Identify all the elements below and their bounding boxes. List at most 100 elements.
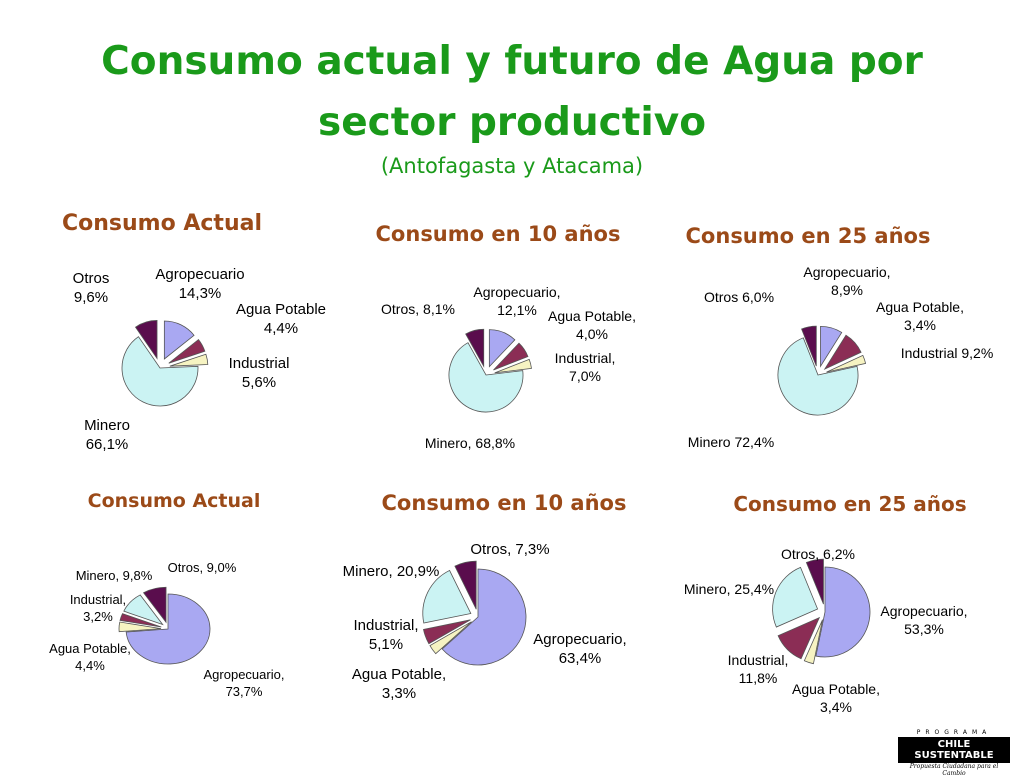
pie5-label-line: Otros, 7,3% [470,541,549,558]
pie5-label-line: 63,4% [559,650,602,667]
pie3-label-line: Agropecuario, [803,264,890,280]
chart-title-4: Consumo Actual [87,490,261,512]
pie6-label-otros: Otros, 6,2% [781,546,855,562]
pie5-label-minero: Minero, 20,9% [343,563,440,580]
pie4-label-minero: Minero, 9,8% [76,568,153,583]
pie2-label-agropecuario: Agropecuario, 12,1% [473,284,560,318]
pie6-slice-industrial [777,616,821,660]
pie-chart-5: Agropecuario, 63,4% Agua Potable, 3,3% Indus… [343,541,627,702]
pie3-label-line: Otros 6,0% [704,289,774,305]
pie4-slice-otros [142,586,167,624]
pie5-slice-industrial [423,619,471,645]
pie4-label-line: Minero, 9,8% [76,568,153,583]
pie3-slice-industrial [823,334,862,370]
pie2-slice-minero [448,342,524,413]
pie3-slice-minero [777,337,859,416]
pie3-label-industrial: Industrial 9,2% [901,345,994,361]
pie5-label-line: 5,1% [369,636,403,653]
pie4-label-line: 73,7% [226,684,263,699]
pie1-slice-otros [134,320,158,360]
pie1-slice-agua-potable [169,353,209,367]
pie2-label-line: Industrial, [555,350,616,366]
pie1-label-otros: Otros 9,6% [73,270,110,306]
pie6-label-line: Industrial, [728,652,789,668]
pie5-label-line: Agua Potable, [352,666,446,683]
pie-chart-1: Agropecuario 14,3% Industrial 5,6% Agua Pota… [73,266,326,453]
pie6-slice-agropecuario [815,566,871,658]
pie5-label-line: 3,3% [382,685,416,702]
pie2-slice-agropecuario [488,329,516,368]
pie6-label-line: 53,3% [904,621,944,637]
pie6-label-line: Minero, 25,4% [684,581,774,597]
pie3-label-line: Minero 72,4% [688,434,774,450]
pie-chart-2: Agropecuario, 12,1% Industrial, 7,0% Agua Po… [381,284,636,451]
chile-sustentable-logo: PROGRAMA CHILE SUSTENTABLE Propuesta Ciu… [898,729,1010,777]
pie5-label-line: Agropecuario, [533,631,626,648]
pie6-slice-minero [772,566,819,628]
chart-title-3: Consumo en 25 años [685,224,931,248]
pie1-label-line: 4,4% [264,320,298,337]
pie1-label-industrial: Industrial 5,6% [229,355,290,391]
pie2-label-line: 12,1% [497,302,537,318]
pie5-label-industrial: Industrial, 5,1% [353,617,418,653]
pie3-slice-agropecuario [820,325,843,368]
pie4-slice-agua-potable [118,621,162,633]
pie6-label-line: Otros, 6,2% [781,546,855,562]
pie2-label-agua-potable: Agua Potable, 4,0% [548,308,636,342]
chart-title-5: Consumo en 10 años [381,491,627,515]
pie4-label-line: Agua Potable, [49,641,131,656]
pie2-label-industrial: Industrial, 7,0% [555,350,616,384]
pie1-label-line: Industrial [229,355,290,372]
logo-sub-text: Propuesta Ciudadana para el Cambio [909,763,999,777]
pie2-label-line: Agua Potable, [548,308,636,324]
pie6-label-agua-potable: Agua Potable, 3,4% [792,681,880,715]
logo-main-text: CHILE SUSTENTABLE [898,737,1010,763]
pie1-label-line: Agua Potable [236,301,326,318]
pie3-label-minero: Minero 72,4% [688,434,774,450]
pie3-label-otros: Otros 6,0% [704,289,774,305]
pie-chart-4: Agropecuario, 73,7% Agua Potable, 4,4% Indus… [49,560,284,699]
pie2-label-line: Agropecuario, [473,284,560,300]
pie4-label-line: Industrial, [70,592,126,607]
pie6-label-line: Agropecuario, [880,603,967,619]
pie5-label-agua-potable: Agua Potable, 3,3% [352,666,446,702]
pie-chart-6: Agropecuario, 53,3% Agua Potable, 3,4% Indus… [684,546,968,715]
pie3-slice-agua-potable [826,354,867,373]
pie3-slice-otros [801,325,817,367]
pie4-label-agua-potable: Agua Potable, 4,4% [49,641,131,673]
pie1-label-line: 5,6% [242,374,276,391]
pie6-label-agropecuario: Agropecuario, 53,3% [880,603,967,637]
pie3-label-line: Agua Potable, [876,299,964,315]
chart-title-6: Consumo en 25 años [733,492,967,516]
pie4-slice-agropecuario [125,593,211,665]
pie1-label-line: 66,1% [86,436,129,453]
chart-title-1: Consumo Actual [61,211,263,236]
pie4-label-line: Otros, 9,0% [168,560,237,575]
page-title-line2: sector productivo [317,100,706,145]
pie2-label-line: Otros, 8,1% [381,301,455,317]
page-title-line1: Consumo actual y futuro de Agua por [101,39,923,84]
logo-top-text: PROGRAMA [916,729,992,736]
pie4-label-agropecuario: Agropecuario, 73,7% [204,667,285,699]
pie2-label-line: 4,0% [576,326,608,342]
pie4-slice-minero [123,594,164,626]
pie5-slice-minero [422,569,472,624]
pie3-label-line: 3,4% [904,317,936,333]
pie3-label-line: Industrial 9,2% [901,345,994,361]
pie6-label-minero: Minero, 25,4% [684,581,774,597]
pie6-slice-agua-potable [803,619,823,665]
pie5-slice-agropecuario [441,568,527,666]
pie1-slice-minero [121,336,199,407]
pie5-label-line: Minero, 20,9% [343,563,440,580]
pie4-label-line: 3,2% [83,609,113,624]
pie3-label-line: 8,9% [831,282,863,298]
pie2-label-minero: Minero, 68,8% [425,435,515,451]
pie6-label-line: 3,4% [820,699,852,715]
pie5-slice-agua-potable [429,621,472,655]
pie2-slice-industrial [493,342,529,371]
pie5-label-agropecuario: Agropecuario, 63,4% [533,631,626,667]
pie4-label-line: Agropecuario, [204,667,285,682]
pie3-label-agropecuario: Agropecuario, 8,9% [803,264,890,298]
pie2-slice-agua-potable [494,358,532,374]
pie3-label-agua-potable: Agua Potable, 3,4% [876,299,964,333]
